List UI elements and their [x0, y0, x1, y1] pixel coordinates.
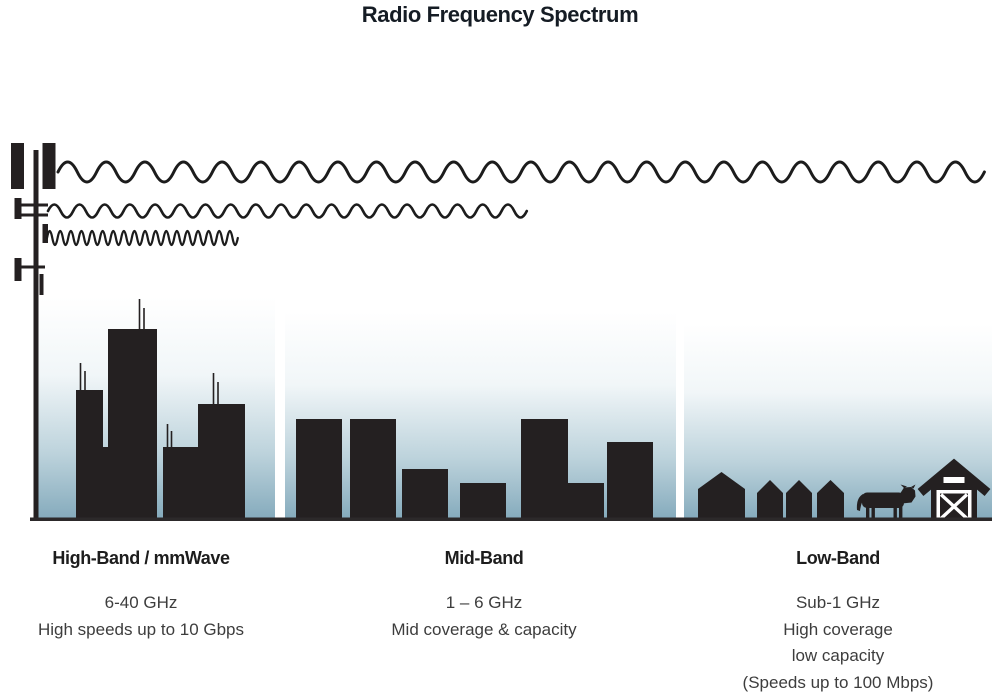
tower-antenna-panel — [42, 143, 56, 189]
tower-crossarm — [15, 213, 48, 217]
barn-vent — [943, 477, 965, 483]
house-icon — [786, 480, 812, 520]
low-band-description: low capacity — [791, 646, 885, 665]
high-band-caption: High-Band / mmWave 6-40 GHz High speeds … — [8, 548, 274, 643]
low-band-farm-scene — [698, 458, 991, 520]
building — [607, 442, 653, 520]
rooftop-antennas — [79, 299, 219, 448]
house-icon — [698, 472, 745, 520]
skyscraper — [198, 404, 245, 520]
tower-crossarm — [15, 265, 45, 269]
mid-band-description: Mid coverage & capacity — [391, 619, 577, 639]
mid-band-town-skyline — [296, 419, 653, 520]
building — [296, 419, 342, 520]
tower-small-antenna — [39, 274, 44, 295]
mid-band-wave — [46, 203, 529, 219]
skyscraper — [76, 390, 103, 520]
building — [567, 483, 604, 520]
mid-band-caption: Mid-Band 1 – 6 GHz Mid coverage & capaci… — [354, 548, 614, 643]
low-band-description: High coverage — [783, 619, 893, 639]
barn-icon — [917, 458, 991, 520]
ground-line — [30, 517, 992, 521]
house-icon — [757, 480, 783, 520]
high-band-description: High speeds up to 10 Gbps — [37, 619, 245, 639]
waves — [45, 160, 986, 247]
cell-tower-icon — [11, 143, 56, 520]
skyscraper — [163, 447, 198, 520]
high-band-heading: High-Band / mmWave — [52, 548, 230, 568]
mid-band-frequency-range: 1 – 6 GHz — [445, 593, 523, 612]
house-icon — [817, 480, 844, 520]
low-band-speed-note: (Speeds up to 100 Mbps) — [742, 672, 934, 692]
low-band-heading: Low-Band — [796, 548, 880, 568]
tower-side-antenna — [14, 258, 22, 281]
building — [350, 419, 396, 520]
skyscraper — [108, 329, 157, 520]
barn-door-crossbuck — [939, 493, 969, 520]
low-band-wave — [56, 160, 986, 184]
low-band-frequency-range: Sub-1 GHz — [795, 593, 881, 612]
tower-side-antenna — [14, 198, 22, 219]
building — [521, 419, 568, 520]
high-band-frequency-range: 6-40 GHz — [104, 593, 178, 612]
tower-small-antenna — [42, 224, 48, 243]
building — [460, 483, 506, 520]
mid-band-heading: Mid-Band — [444, 548, 524, 568]
low-band-caption: Low-Band Sub-1 GHz High coverage low cap… — [708, 548, 968, 696]
high-band-city-skyline — [76, 299, 245, 520]
cow-icon — [856, 484, 916, 519]
tower-antenna-panel — [11, 143, 24, 189]
tower-crossarm — [15, 203, 48, 207]
skyscraper — [103, 447, 108, 520]
building — [402, 469, 448, 520]
page-title: Radio Frequency Spectrum — [361, 2, 639, 27]
high-band-wave — [45, 229, 239, 247]
tower-mast — [33, 150, 39, 520]
